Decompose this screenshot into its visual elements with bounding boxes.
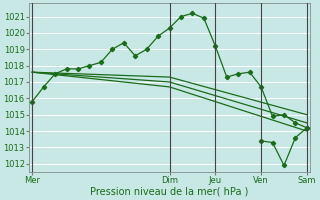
X-axis label: Pression niveau de la mer( hPa ): Pression niveau de la mer( hPa ): [90, 187, 249, 197]
